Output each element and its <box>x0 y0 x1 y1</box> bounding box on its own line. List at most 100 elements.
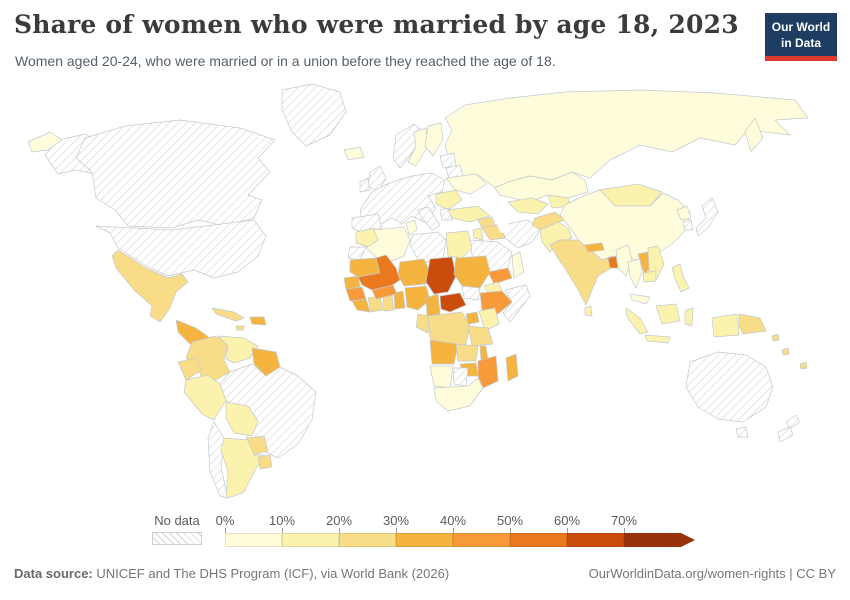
country-australia[interactable] <box>685 351 774 423</box>
country-thailand[interactable] <box>627 258 643 289</box>
country-indonesia[interactable] <box>655 303 681 325</box>
country-kazakhstan[interactable] <box>494 171 589 203</box>
country-malaysia[interactable] <box>629 293 651 305</box>
country-tanzania[interactable] <box>467 325 494 347</box>
country-iceland[interactable] <box>343 146 365 161</box>
legend-segment-10-20%[interactable] <box>282 533 339 547</box>
country-argentina[interactable] <box>220 437 265 499</box>
country-romania-balkans[interactable] <box>435 189 463 211</box>
legend-segment-20-30%[interactable] <box>339 533 396 547</box>
country-greenland[interactable] <box>281 83 347 147</box>
country-iran[interactable] <box>501 219 541 249</box>
country-new-zealand[interactable] <box>777 426 794 443</box>
legend-segment-70%+[interactable] <box>624 533 695 547</box>
country-bangladesh[interactable] <box>607 255 619 269</box>
country-philippines[interactable] <box>671 263 690 293</box>
country-yemen[interactable] <box>487 267 513 285</box>
country-north-korea[interactable] <box>676 205 692 221</box>
country-uruguay[interactable] <box>257 454 273 470</box>
country-ethiopia[interactable] <box>479 290 513 315</box>
country-nepal[interactable] <box>584 242 605 253</box>
country-indonesia[interactable] <box>711 313 740 338</box>
country-uganda[interactable] <box>465 311 480 325</box>
country-egypt[interactable] <box>445 230 473 259</box>
country-russia-chukotka[interactable] <box>27 131 63 153</box>
country-oman[interactable] <box>511 251 525 279</box>
country-pacific-islands[interactable] <box>771 333 780 342</box>
country-russia-kamchatka[interactable] <box>744 117 764 153</box>
country-cameroon[interactable] <box>425 293 441 317</box>
country-mozambique[interactable] <box>477 355 499 389</box>
country-algeria[interactable] <box>365 226 411 265</box>
country-sierra-leone-liberia[interactable] <box>351 298 371 313</box>
country-cuba[interactable] <box>211 307 245 322</box>
legend-segment-30-40%[interactable] <box>396 533 453 547</box>
country-jordan-israel[interactable] <box>472 227 484 241</box>
legend-segment-0-10%[interactable] <box>225 533 282 547</box>
country-tunisia[interactable] <box>405 219 418 236</box>
country-cambodia[interactable] <box>642 270 657 283</box>
country-ecuador[interactable] <box>177 357 203 381</box>
country-venezuela[interactable] <box>217 335 259 364</box>
country-italy[interactable] <box>417 206 441 231</box>
country-ireland[interactable] <box>359 177 371 193</box>
country-south-africa[interactable] <box>433 377 484 412</box>
country-somalia[interactable] <box>502 284 531 323</box>
country-central-african-republic[interactable] <box>439 292 467 313</box>
legend-segment-50-60%[interactable] <box>510 533 567 547</box>
country-sudan[interactable] <box>453 255 491 289</box>
country-vietnam[interactable] <box>647 245 665 280</box>
footer-link[interactable]: OurWorldinData.org/women-rights | CC BY <box>588 566 836 581</box>
country-indonesia[interactable] <box>644 334 671 344</box>
legend-no-data[interactable]: No data <box>152 513 202 545</box>
country-australia[interactable] <box>735 426 749 438</box>
country-namibia[interactable] <box>429 365 454 389</box>
legend-segment-40-50%[interactable] <box>453 533 510 547</box>
country-botswana[interactable] <box>452 367 469 387</box>
country-nigeria[interactable] <box>404 285 431 311</box>
country-bolivia[interactable] <box>225 401 259 437</box>
country-senegal-gambia[interactable] <box>343 275 361 290</box>
country-united-states[interactable] <box>95 219 267 279</box>
country-india[interactable] <box>549 239 619 306</box>
country-indonesia[interactable] <box>684 307 694 327</box>
country-guinea[interactable] <box>345 286 367 302</box>
country-togo-benin[interactable] <box>393 290 406 310</box>
owid-logo[interactable]: Our World in Data <box>765 13 837 62</box>
country-western-sahara[interactable] <box>347 246 367 261</box>
country-indonesia[interactable] <box>625 307 649 335</box>
country-peru[interactable] <box>183 374 227 421</box>
country-ghana[interactable] <box>382 294 395 312</box>
country-kenya[interactable] <box>478 307 500 332</box>
country-burkina-faso[interactable] <box>371 284 398 300</box>
country-japan[interactable] <box>695 197 719 237</box>
country-ukraine[interactable] <box>445 173 488 195</box>
country-mexico[interactable] <box>111 249 189 323</box>
country-pacific-islands[interactable] <box>781 347 790 356</box>
country-turkey[interactable] <box>447 205 491 223</box>
country-sweden[interactable] <box>407 127 429 167</box>
country-dr-congo[interactable] <box>427 311 471 349</box>
country-russia[interactable] <box>444 89 809 189</box>
country-chad[interactable] <box>425 256 457 295</box>
legend-segment-60-70%[interactable] <box>567 533 624 547</box>
country-niger[interactable] <box>397 258 431 287</box>
country-hispaniola[interactable] <box>249 316 267 326</box>
country-uzbekistan-turkmenistan[interactable] <box>507 197 549 215</box>
country-finland[interactable] <box>424 122 444 157</box>
country-south-sudan[interactable] <box>461 285 481 301</box>
country-sri-lanka[interactable] <box>584 305 593 317</box>
country-zambia[interactable] <box>455 343 479 362</box>
country-baltics[interactable] <box>439 152 457 169</box>
country-united-kingdom[interactable] <box>367 165 387 193</box>
country-angola[interactable] <box>429 339 459 365</box>
country-canada[interactable] <box>75 119 276 229</box>
country-new-zealand[interactable] <box>785 414 801 430</box>
legend-no-data-swatch[interactable] <box>152 532 202 545</box>
country-pacific-islands[interactable] <box>799 361 808 370</box>
country-papua-new-guinea[interactable] <box>738 313 767 335</box>
country-jamaica[interactable] <box>235 325 245 331</box>
country-gabon-congo[interactable] <box>415 313 431 334</box>
country-madagascar[interactable] <box>505 353 519 382</box>
country-south-korea[interactable] <box>682 219 694 231</box>
